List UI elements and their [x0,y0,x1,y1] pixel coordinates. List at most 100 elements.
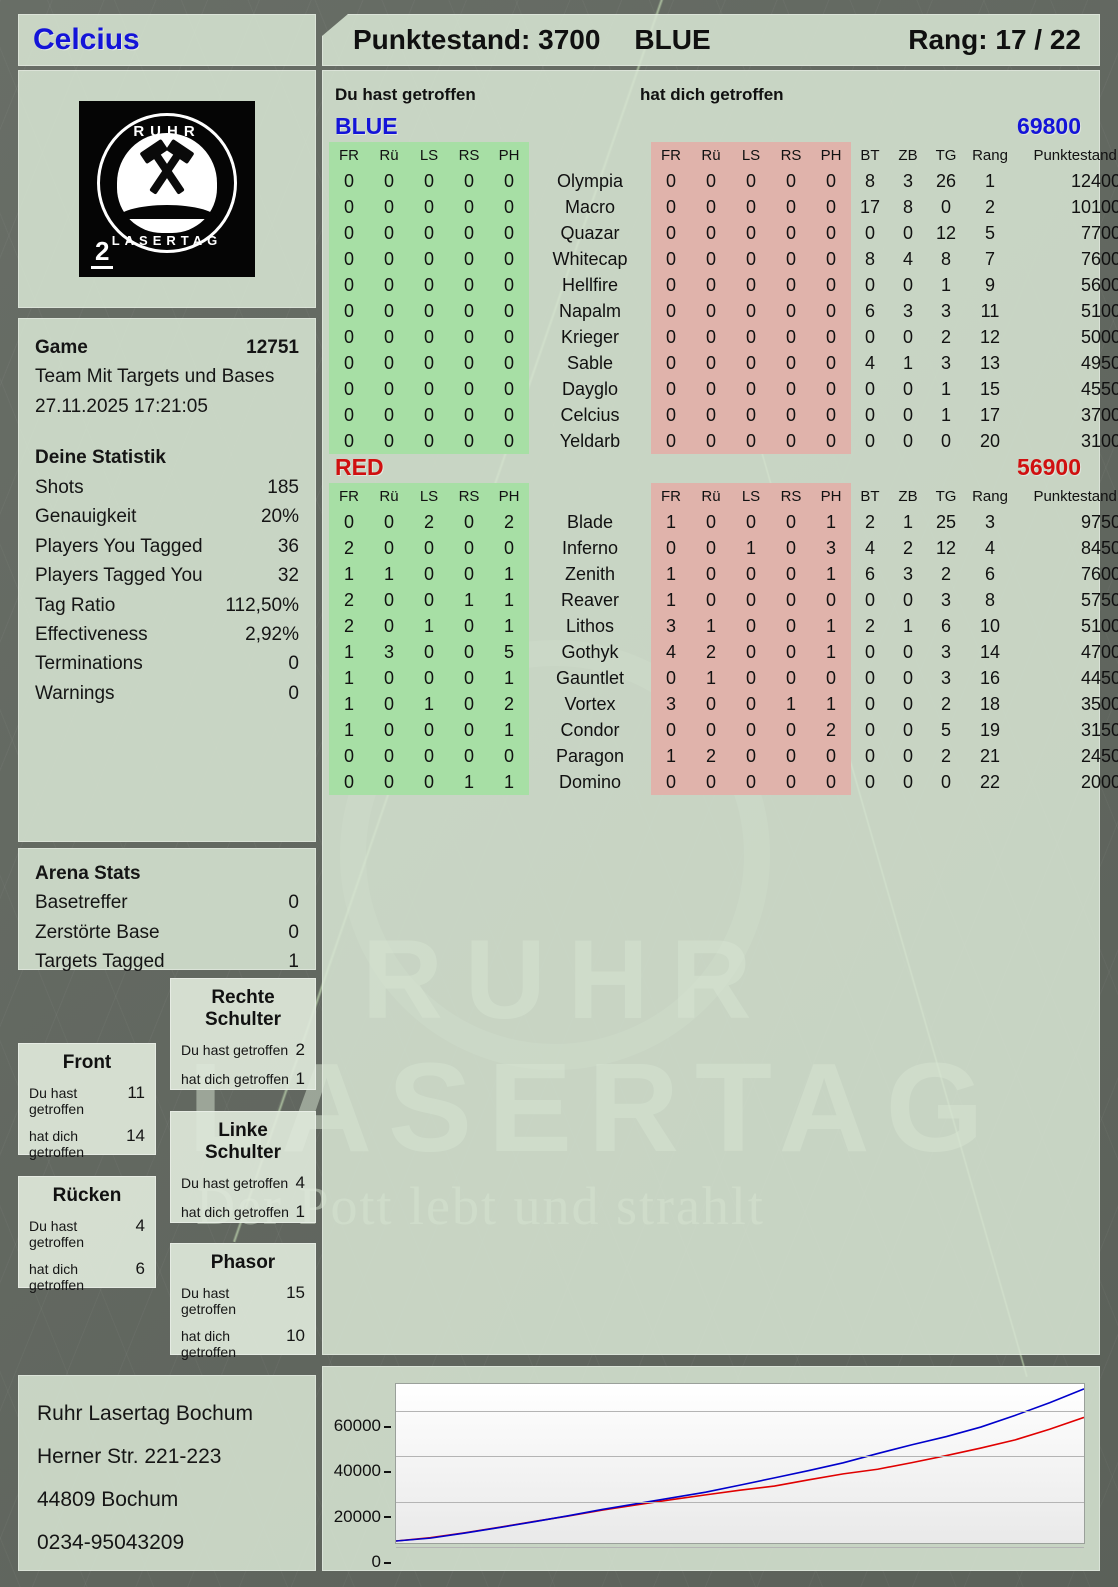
cell-tg: 3 [940,667,951,688]
cell-zb: 3 [902,170,913,191]
table-row[interactable]: 0 0 0 1 1 Domino 0 0 0 0 0 0 0 0 22 2000 [329,769,1118,795]
cell-taken-PH: 0 [811,324,851,350]
team-header-red: RED 56900 [329,454,1085,483]
cell-taken-Rü: 0 [691,587,731,613]
cell-hit-RS: 0 [449,194,489,220]
cell-hit-RS: 0 [449,350,489,376]
cell-taken-Rü: 0 [691,324,731,350]
table-row[interactable]: 0 0 0 0 0 Olympia 0 0 0 0 0 8 3 26 1 12400 [329,168,1118,194]
cell-hit-RS: 0 [449,402,489,428]
cell-hit-PH: 0 [489,272,529,298]
cell-taken-FR: 0 [651,769,691,795]
cell-hit-LS: 0 [409,168,449,194]
table-row[interactable]: 0 0 0 0 0 Celcius 0 0 0 0 0 0 0 1 17 3700 [329,402,1118,428]
cell-player-name: Sable [566,352,614,373]
table-row[interactable]: 0 0 0 0 0 Quazar 0 0 0 0 0 0 0 12 5 7700 [329,220,1118,246]
col-header-taken-LS: LS [731,142,771,168]
table-row[interactable]: 0 0 0 0 0 Yeldarb 0 0 0 0 0 0 0 0 20 3100 [329,428,1118,454]
cell-taken-LS: 0 [731,376,771,402]
cell-taken-FR: 1 [651,743,691,769]
cell-hit-FR: 0 [329,298,369,324]
cell-hit-PH: 0 [489,376,529,402]
cell-bt: 0 [864,667,875,688]
cell-taken-PH: 0 [811,743,851,769]
cell-taken-RS: 0 [771,350,811,376]
cell-hit-Rü: 0 [369,717,409,743]
cell-taken-LS: 0 [731,246,771,272]
cell-taken-FR: 0 [651,168,691,194]
cell-rang: 19 [979,719,1001,740]
table-row[interactable]: 0 0 0 0 0 Macro 0 0 0 0 0 17 8 0 2 10100 [329,194,1118,220]
cell-taken-LS: 0 [731,561,771,587]
cell-rang: 16 [979,667,1001,688]
cell-hit-PH: 0 [489,350,529,376]
table-row[interactable]: 0 0 0 0 0 Whitecap 0 0 0 0 0 8 4 8 7 7600 [329,246,1118,272]
col-header-hit-LS: LS [409,483,449,509]
bodypart-title: Rechte Schulter [204,987,282,1030]
cell-taken-LS: 0 [731,717,771,743]
cell-hit-RS: 0 [449,743,489,769]
col-header-BT: BT [860,487,880,505]
cell-hit-Rü: 0 [369,428,409,454]
bodypart-hit-row: Du hast getroffen 4 [29,1216,145,1250]
my-stat-label: Terminations [35,653,143,675]
table-row[interactable]: 0 0 0 0 0 Hellfire 0 0 0 0 0 0 0 1 9 5600 [329,272,1118,298]
cell-taken-PH: 2 [811,717,851,743]
cell-taken-Rü: 0 [691,246,731,272]
table-row[interactable]: 1 0 1 0 2 Vortex 3 0 0 1 1 0 0 2 18 3500 [329,691,1118,717]
score-header-panel: Punktestand: 3700 BLUE Rang: 17 / 22 [322,14,1100,66]
cell-rang: 3 [984,511,995,532]
cell-zb: 0 [902,430,913,451]
cell-hit-RS: 0 [449,168,489,194]
table-row[interactable]: 0 0 2 0 2 Blade 1 0 0 0 1 2 1 25 3 9750 [329,509,1118,535]
cell-zb: 1 [902,615,913,636]
cell-taken-Rü: 0 [691,194,731,220]
table-row[interactable]: 1 0 0 0 1 Gauntlet 0 1 0 0 0 0 0 3 16 4450 [329,665,1118,691]
table-row[interactable]: 0 0 0 0 0 Paragon 1 2 0 0 0 0 0 2 21 2450 [329,743,1118,769]
team-tables: BLUE 69800 FR Rü LS RS PH FR Rü LS RS PH BT ZB TG Rang P… [329,113,1118,795]
cell-punktestand: 3150 [1080,719,1118,740]
table-row[interactable]: 0 0 0 0 0 Dayglo 0 0 0 0 0 0 0 1 15 4550 [329,376,1118,402]
cell-punktestand: 4450 [1080,667,1118,688]
cell-taken-FR: 0 [651,194,691,220]
chart-y-axis: 0 20000 40000 60000 [323,1383,391,1571]
table-row[interactable]: 1 0 0 0 1 Condor 0 0 0 0 2 0 0 5 19 3150 [329,717,1118,743]
cell-bt: 6 [864,300,875,321]
col-header-name [529,483,651,509]
table-row[interactable]: 0 0 0 0 0 Krieger 0 0 0 0 0 0 0 2 12 5000 [329,324,1118,350]
cell-taken-PH: 0 [811,769,851,795]
my-stat-value: 20% [260,506,299,528]
cell-hit-LS: 0 [409,743,449,769]
table-row[interactable]: 2 0 0 1 1 Reaver 1 0 0 0 0 0 0 3 8 5750 [329,587,1118,613]
table-row[interactable]: 0 0 0 0 0 Napalm 0 0 0 0 0 6 3 3 11 5100 [329,298,1118,324]
cell-tg: 12 [935,537,957,558]
my-stat-label: Players Tagged You [35,565,203,587]
cell-bt: 0 [864,693,875,714]
cell-taken-RS: 0 [771,428,811,454]
table-row[interactable]: 2 0 1 0 1 Lithos 3 1 0 0 1 2 1 6 10 5100 [329,613,1118,639]
table-row[interactable]: 2 0 0 0 0 Inferno 0 0 1 0 3 4 2 12 4 8450 [329,535,1118,561]
arena-stat-label: Basetreffer [35,892,128,914]
cell-taken-PH: 0 [811,376,851,402]
cell-hit-RS: 0 [449,376,489,402]
table-row[interactable]: 1 1 0 0 1 Zenith 1 0 0 0 1 6 3 2 6 7600 [329,561,1118,587]
col-header-taken-Rü: Rü [691,483,731,509]
cell-bt: 0 [864,771,875,792]
col-header-hit-LS: LS [409,142,449,168]
col-header-taken-RS: RS [771,142,811,168]
cell-hit-Rü: 0 [369,168,409,194]
bodypart-row-label: Du hast getroffen [29,1085,85,1117]
cell-punktestand: 3100 [1080,430,1118,451]
cell-tg: 26 [935,170,957,191]
cell-punktestand: 5000 [1080,326,1118,347]
table-row[interactable]: 0 0 0 0 0 Sable 0 0 0 0 0 4 1 3 13 4950 [329,350,1118,376]
bodypart-box-phasor: Phasor Du hast getroffen 15 hat dich getrof… [170,1243,316,1360]
table-row[interactable]: 1 3 0 0 5 Gothyk 4 2 0 0 1 0 0 3 14 4700 [329,639,1118,665]
cell-hit-RS: 0 [449,639,489,665]
bodypart-row-value: 4 [295,1173,305,1192]
cell-rang: 8 [984,589,995,610]
bodypart-row-label: hat dich getroffen [181,1071,289,1087]
cell-tg: 5 [940,719,951,740]
cell-player-name: Vortex [564,693,616,714]
cell-punktestand: 5600 [1080,274,1118,295]
